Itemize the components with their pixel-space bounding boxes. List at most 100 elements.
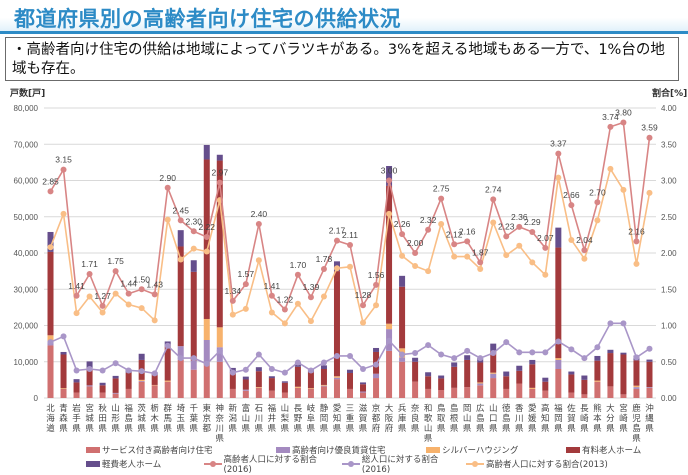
category-label: 山 xyxy=(489,403,498,414)
bar-stack xyxy=(347,370,353,398)
series-point xyxy=(295,359,301,365)
category-label: 秋 xyxy=(98,403,107,414)
series-point xyxy=(607,124,613,130)
bar-segment xyxy=(438,390,444,398)
series-point xyxy=(347,242,353,248)
series-point xyxy=(204,234,210,240)
series-point xyxy=(204,361,210,367)
category-label: 県 xyxy=(163,424,172,434)
right-axis-ticks: 0.000.501.001.502.002.503.003.504.00 xyxy=(661,104,677,403)
series-point xyxy=(152,370,158,376)
bar-segment xyxy=(243,377,249,380)
bar-segment xyxy=(204,145,210,160)
bar-segment xyxy=(581,380,587,395)
category-label: 分 xyxy=(606,414,615,424)
category-label: 香 xyxy=(515,403,524,414)
data-label: 3.59 xyxy=(641,123,658,133)
series-point xyxy=(334,353,340,359)
category-label: 奈 xyxy=(411,403,420,414)
bar-segment xyxy=(490,344,496,351)
series-point xyxy=(165,343,171,349)
series-point xyxy=(555,338,561,344)
bar-stack xyxy=(360,382,366,398)
bar-segment xyxy=(113,376,119,379)
bar-segment xyxy=(139,381,145,382)
bar-segment xyxy=(646,387,652,388)
series-point xyxy=(87,366,93,372)
series-point xyxy=(256,221,262,227)
right-tick-label: 2.00 xyxy=(661,249,677,258)
data-label: 1.43 xyxy=(146,279,163,289)
series-point xyxy=(607,320,613,326)
bar-stack xyxy=(100,383,106,398)
category-label: 石 xyxy=(255,404,264,414)
data-label: 3.00 xyxy=(381,166,398,176)
bar-segment xyxy=(386,324,392,329)
bar-segment xyxy=(425,372,431,376)
bar-stack xyxy=(438,376,444,398)
bar-stack xyxy=(646,360,652,398)
category-label: 重 xyxy=(346,413,355,424)
bar-segment xyxy=(646,360,652,362)
data-label: 1.75 xyxy=(107,256,124,266)
series-point xyxy=(230,312,236,318)
bar-segment xyxy=(464,355,470,360)
bar-stack xyxy=(451,362,457,398)
bar-segment xyxy=(308,389,314,398)
series-point xyxy=(373,362,379,368)
category-label: 県 xyxy=(450,424,459,434)
category-label: 県 xyxy=(294,424,303,434)
category-label: 県 xyxy=(593,424,602,434)
bar-segment xyxy=(490,378,496,398)
bar-segment xyxy=(529,364,535,388)
category-label: 徳 xyxy=(502,403,511,414)
category-label: 県 xyxy=(59,424,68,434)
series-point xyxy=(243,306,249,312)
series-point xyxy=(373,302,379,308)
bar-segment xyxy=(48,252,54,335)
series-point xyxy=(568,346,574,352)
series-point xyxy=(399,253,405,259)
bar-segment xyxy=(412,358,418,362)
category-label: 崎 xyxy=(619,413,628,424)
bar-stack xyxy=(256,367,262,398)
bar-segment xyxy=(503,389,509,398)
series-point xyxy=(113,360,119,366)
category-label: 埼 xyxy=(176,403,185,414)
category-label: 県 xyxy=(242,424,251,434)
series-point xyxy=(74,310,80,316)
series-point xyxy=(516,349,522,355)
category-label: 道 xyxy=(46,423,55,434)
left-tick-label: 30,000 xyxy=(14,285,39,294)
bar-segment xyxy=(217,155,223,161)
category-label: 県 xyxy=(463,424,472,434)
series-point xyxy=(503,233,509,239)
category-label: 府 xyxy=(385,423,394,434)
bar-stack xyxy=(529,360,535,398)
data-label: 2.66 xyxy=(563,190,580,200)
category-label: 県 xyxy=(411,424,420,434)
series-point xyxy=(581,247,587,253)
series-point xyxy=(412,263,418,269)
series-point xyxy=(217,348,223,354)
right-tick-label: 0.50 xyxy=(661,358,677,367)
category-label: 鹿 xyxy=(632,403,641,414)
right-tick-label: 0.00 xyxy=(661,394,677,403)
bar-segment xyxy=(152,375,158,385)
data-label: 2.26 xyxy=(394,219,411,229)
bar-stack xyxy=(477,358,483,398)
series-point xyxy=(490,350,496,356)
bar-segment xyxy=(191,370,197,398)
category-label: 岡 xyxy=(320,414,329,424)
category-label: 木 xyxy=(150,413,159,424)
category-label: 阪 xyxy=(385,414,394,424)
series-point xyxy=(581,355,587,361)
category-label: 鳥 xyxy=(437,403,446,414)
series-point xyxy=(256,352,262,358)
bar-segment xyxy=(464,360,470,387)
category-label: 県 xyxy=(281,424,290,434)
bar-segment xyxy=(256,367,262,371)
bar-segment xyxy=(321,386,327,387)
bar-segment xyxy=(516,371,522,384)
